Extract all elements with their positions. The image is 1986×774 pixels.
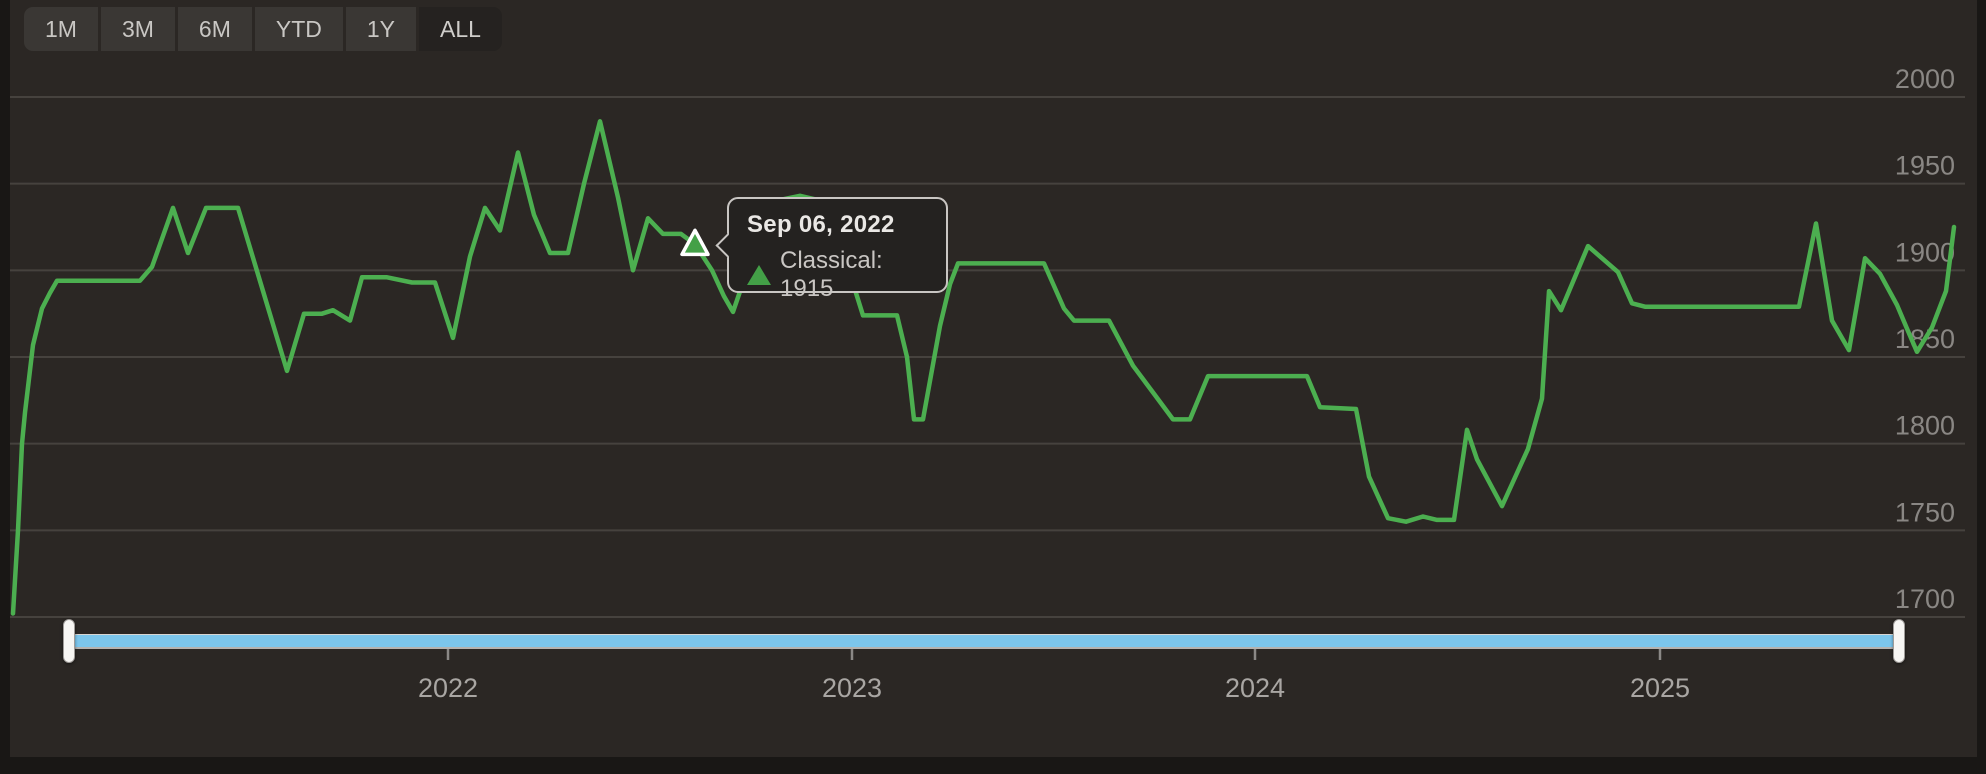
panel-edge-right <box>1977 0 1986 757</box>
y-axis-label: 1700 <box>1895 584 1955 614</box>
x-axis-label: 2024 <box>1225 673 1285 703</box>
navigator-track[interactable] <box>70 634 1900 647</box>
range-button-1m[interactable]: 1M <box>24 7 98 51</box>
y-axis-label: 2000 <box>1895 64 1955 94</box>
y-axis-label: 1800 <box>1895 411 1955 441</box>
y-axis-label: 1900 <box>1895 237 1955 267</box>
tooltip-series-row: Classical: 1915 <box>747 247 930 303</box>
range-button-3m[interactable]: 3M <box>100 7 175 51</box>
panel-edge-left <box>0 0 10 757</box>
tooltip-date: Sep 06, 2022 <box>747 211 895 238</box>
range-button-6m[interactable]: 6M <box>177 7 252 51</box>
x-axis-label: 2025 <box>1630 673 1690 703</box>
panel-edge-bottom <box>0 757 1986 774</box>
range-button-ytd[interactable]: YTD <box>254 7 343 51</box>
range-button-all[interactable]: ALL <box>419 7 502 51</box>
y-axis-label: 1750 <box>1895 497 1955 527</box>
range-button-1y[interactable]: 1Y <box>345 7 416 51</box>
time-range-selector: 1M 3M 6M YTD 1Y ALL <box>24 7 502 51</box>
navigator-handle-right[interactable] <box>1893 619 1905 663</box>
navigator-handle-left[interactable] <box>63 619 75 663</box>
series-up-triangle-icon <box>747 265 771 285</box>
x-axis-label: 2023 <box>822 673 882 703</box>
selected-point-marker <box>680 228 710 257</box>
x-axis-label: 2022 <box>418 673 478 703</box>
chart-tooltip: Sep 06, 2022 Classical: 1915 <box>715 197 948 302</box>
tooltip-series-value: Classical: 1915 <box>780 247 883 302</box>
rating-line <box>10 119 1957 616</box>
y-axis-label: 1950 <box>1895 151 1955 181</box>
